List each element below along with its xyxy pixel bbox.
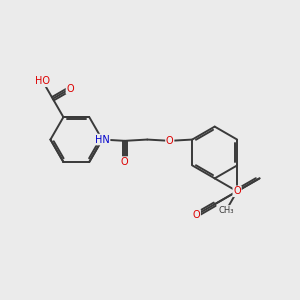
Text: O: O	[233, 186, 241, 196]
Text: O: O	[166, 136, 174, 146]
Text: CH₃: CH₃	[218, 206, 234, 215]
Text: HO: HO	[35, 76, 50, 86]
Text: HN: HN	[95, 134, 110, 145]
Text: O: O	[121, 157, 129, 167]
Text: O: O	[193, 210, 200, 220]
Text: O: O	[67, 84, 74, 94]
